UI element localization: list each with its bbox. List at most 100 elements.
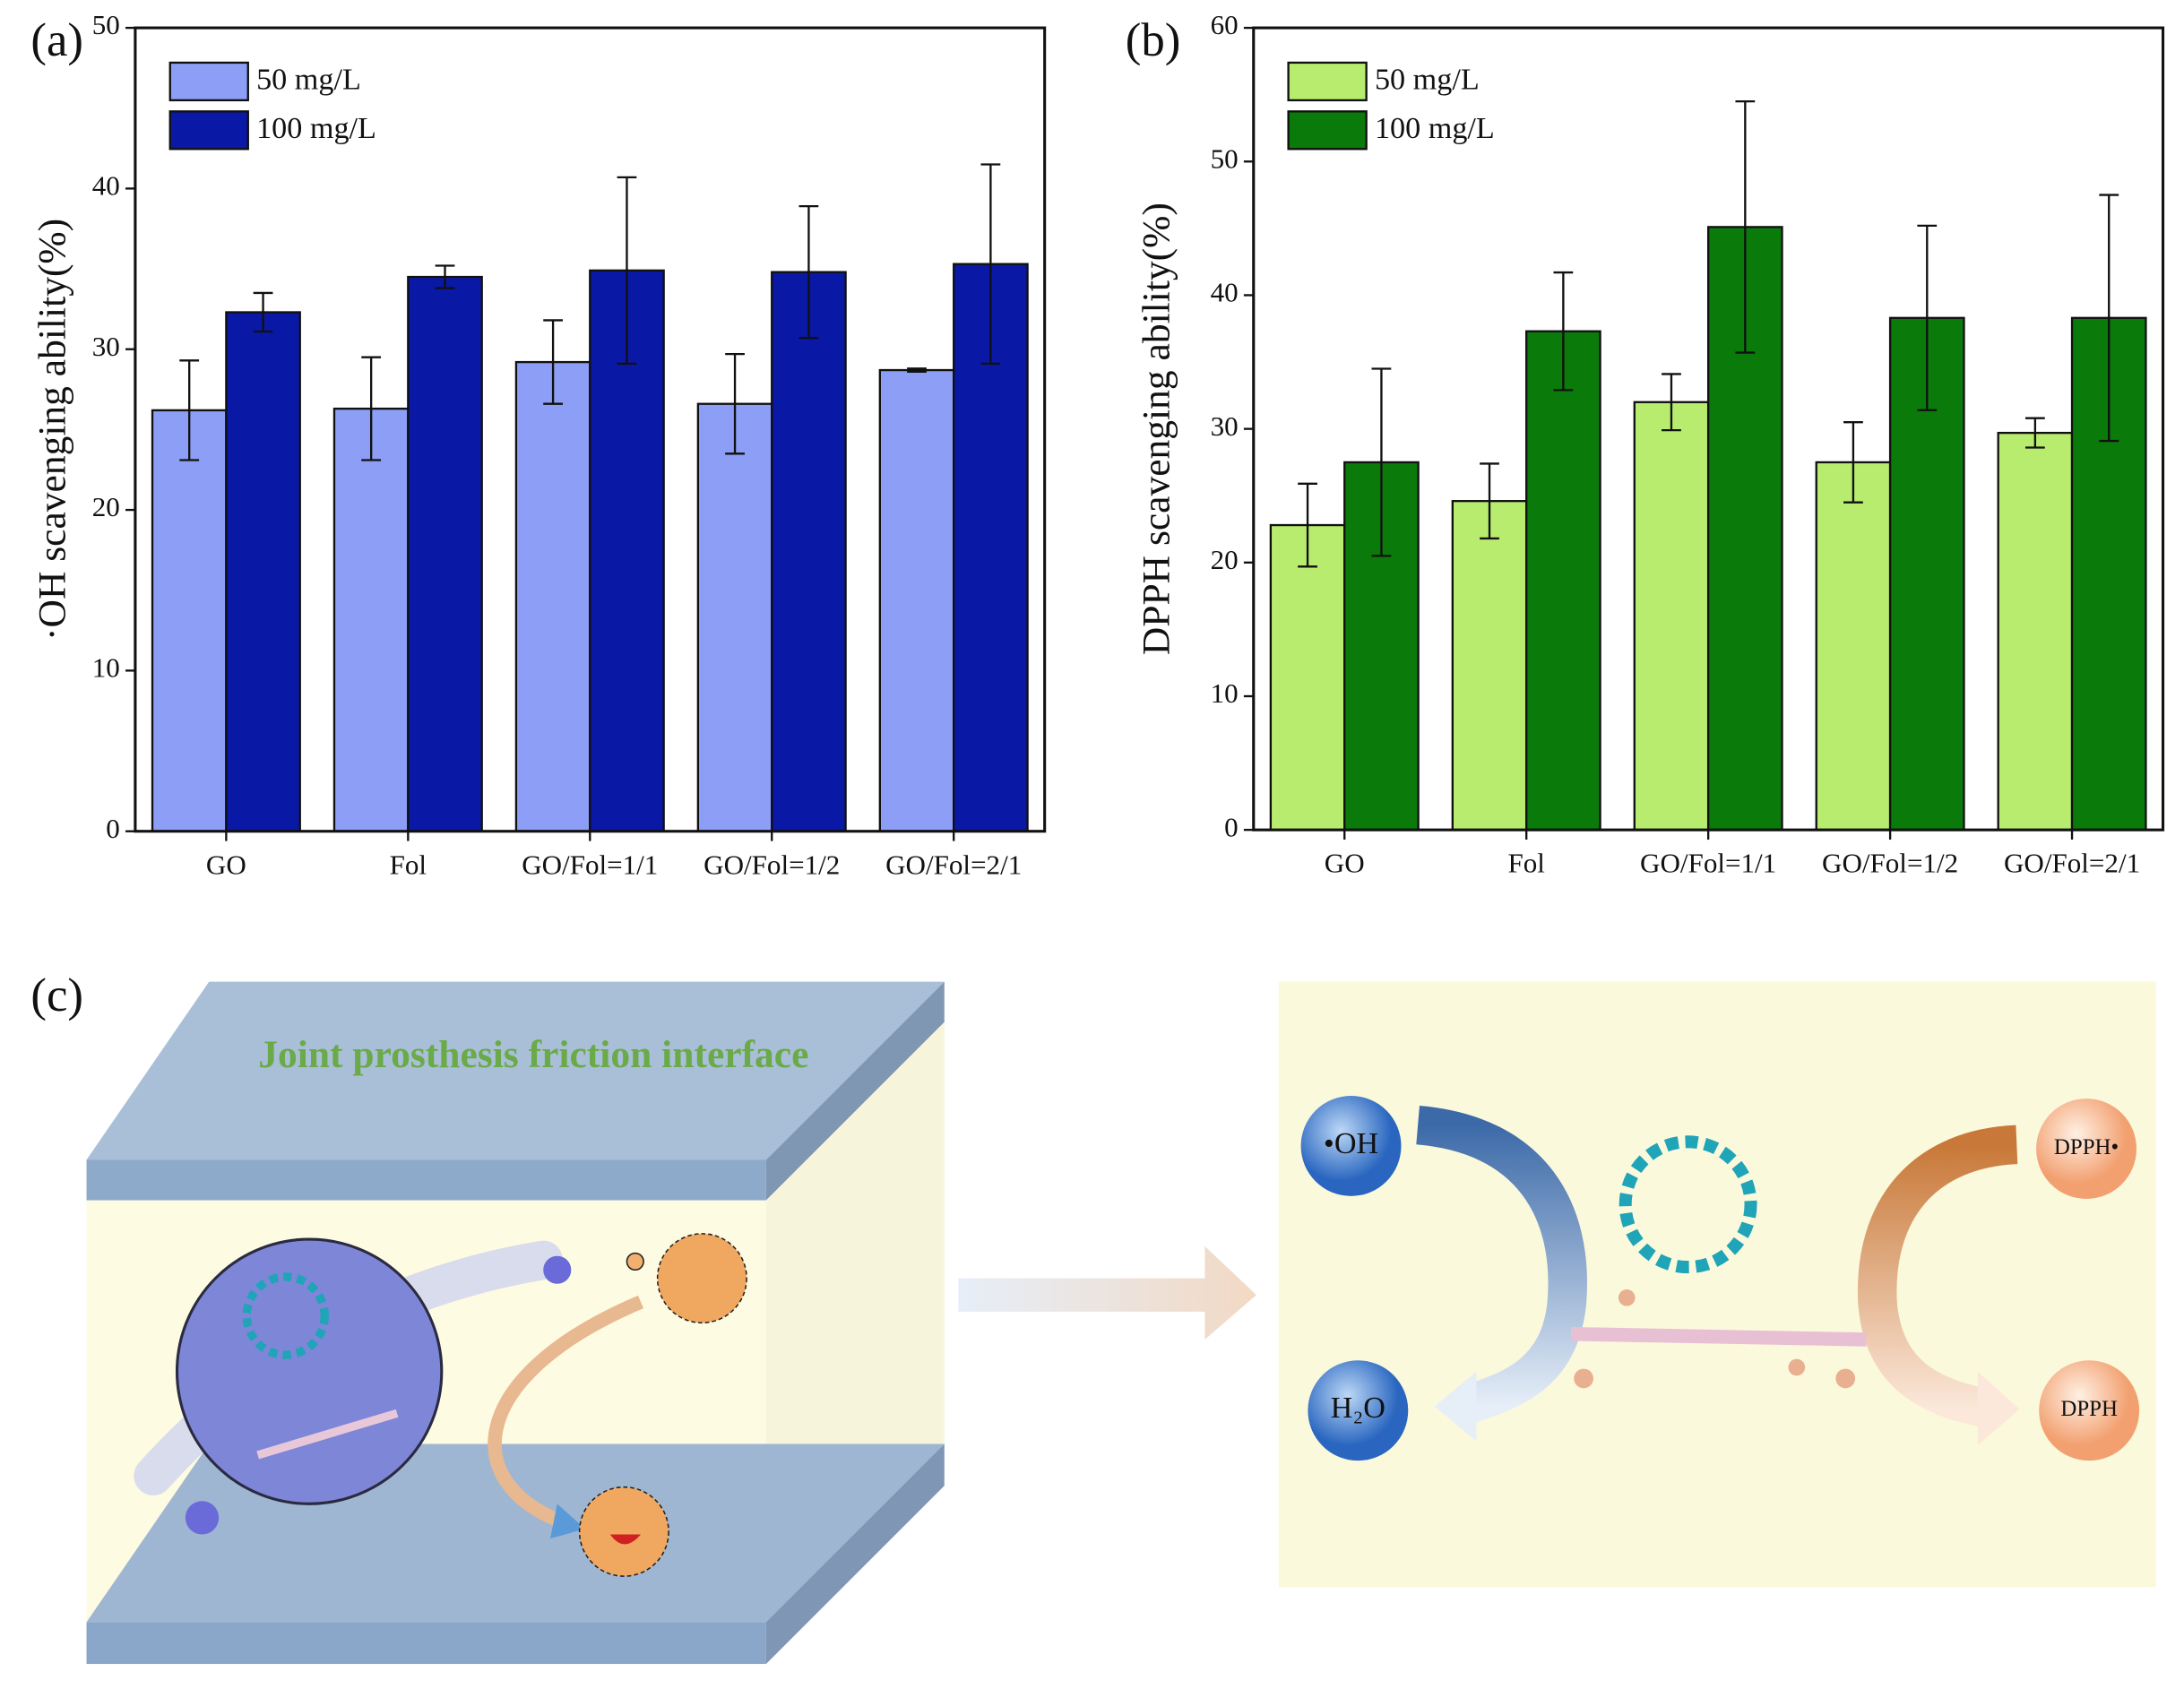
bar [1633, 401, 1710, 832]
error-bar [1298, 482, 1317, 568]
error-bar [1735, 99, 1756, 354]
error-bar [2099, 194, 2119, 443]
legend-swatch [168, 110, 249, 151]
sheet [1570, 1326, 1867, 1347]
reaction-panel [1278, 981, 2156, 1588]
blue-arrowhead [1434, 1371, 1477, 1442]
y-tick-label: 40 [1211, 277, 1239, 308]
atom [1835, 1368, 1856, 1389]
orange-arc [1857, 1125, 2018, 1429]
orange-arrowhead [1977, 1371, 2020, 1446]
y-tick-label: 30 [92, 331, 120, 362]
bar [514, 360, 591, 832]
y-tick-label: 60 [1211, 9, 1239, 40]
error-bar [361, 356, 382, 461]
x-tick-label: GO [1325, 848, 1365, 879]
error-bar [617, 176, 637, 366]
error-bar [798, 204, 819, 340]
molecule [1619, 1135, 1757, 1274]
bottom-slab-side [765, 1443, 945, 1665]
error-bar [980, 163, 1001, 366]
bar [1997, 431, 2074, 832]
charts: 0 10 20 30 40 50 GO Fol GO/Fol=1/1 GO/Fol=1/2 GO/F… [30, 9, 2165, 880]
bar [771, 271, 847, 832]
error-bar [179, 359, 200, 461]
atom [1574, 1368, 1593, 1389]
legend-label: 100 mg/L [256, 112, 376, 145]
error-bar [1843, 421, 1863, 504]
top-slab-side [765, 981, 945, 1201]
dot [626, 1252, 644, 1271]
error-bar [907, 367, 927, 374]
x-tick-label: GO/Fol=1/2 [704, 849, 840, 880]
arrowhead [549, 1504, 585, 1539]
bar [1269, 523, 1346, 832]
diagram: (c) Joint prosthesis friction interface [30, 969, 2156, 1665]
bottom-slab-front [86, 1622, 766, 1665]
mouth [609, 1534, 642, 1545]
error-bar [2024, 417, 2045, 449]
molecule [242, 1272, 329, 1359]
y-tick-label: 10 [92, 652, 120, 684]
error-bar [253, 291, 273, 333]
legend-swatch [1287, 110, 1368, 151]
node [1308, 1360, 1409, 1461]
x-tick-label: GO/Fol=1/1 [1640, 848, 1776, 879]
bar [878, 368, 955, 832]
big-arrow [958, 1245, 1256, 1340]
y-tick-label: 50 [1211, 142, 1239, 174]
atom [1618, 1289, 1636, 1306]
atom [1788, 1358, 1806, 1376]
happy-face [578, 1486, 669, 1577]
error-bar [435, 264, 455, 289]
error-bar [1662, 373, 1681, 432]
node-label: •OH [1324, 1127, 1378, 1160]
error-bar [725, 352, 745, 455]
x-tick-label: Fol [1507, 848, 1545, 879]
bar [225, 311, 301, 832]
y-tick-label: 0 [106, 813, 120, 844]
glove [185, 1501, 220, 1535]
bar [696, 402, 773, 832]
y-tick-label: 40 [92, 170, 120, 202]
bar [1451, 500, 1528, 832]
diagram-title: Joint prosthesis friction interface [258, 1033, 808, 1076]
error-bar [1553, 271, 1574, 392]
top-slab-front [86, 1159, 766, 1201]
x-tick-label: GO/Fol=2/1 [885, 849, 1022, 880]
bar [1815, 461, 1892, 832]
x-tick-label: Fol [390, 849, 427, 880]
error-bar [1917, 224, 1938, 411]
legend-swatch [168, 61, 249, 102]
y-tick-label: 20 [92, 491, 120, 522]
error-bar [1371, 367, 1392, 557]
bar [1525, 330, 1601, 832]
y-tick-label: 0 [1224, 811, 1239, 842]
legend-label: 50 mg/L [1375, 64, 1480, 97]
node-label: DPPH [2060, 1397, 2118, 1421]
magnifier [175, 1237, 444, 1505]
x-tick-label: GO/Fol=1/1 [522, 849, 658, 880]
panel-label: (b) [1126, 14, 1181, 66]
node [2039, 1360, 2140, 1461]
y-axis-label: ·OH scavenging ability(%) [30, 219, 73, 641]
sheet [256, 1409, 399, 1460]
error-bar [1480, 462, 1499, 540]
y-tick-label: 30 [1211, 410, 1239, 442]
panel-label: (c) [30, 969, 83, 1021]
y-tick-label: 50 [92, 9, 120, 40]
y-axis-label: DPPH scavenging ability(%) [1135, 203, 1178, 655]
glove [543, 1255, 572, 1284]
node [1300, 1095, 1402, 1196]
legend-label: 100 mg/L [1375, 112, 1495, 145]
y-tick-label: 10 [1211, 677, 1239, 709]
bar [407, 275, 483, 832]
node-label: H₂O [1331, 1392, 1386, 1425]
top-slab [86, 981, 945, 1160]
x-tick-label: GO/Fol=1/2 [1822, 848, 1958, 879]
node-label: DPPH• [2054, 1135, 2119, 1159]
blue-arc [1415, 1105, 1587, 1426]
x-tick-label: GO [206, 849, 246, 880]
sad-face [656, 1233, 747, 1324]
